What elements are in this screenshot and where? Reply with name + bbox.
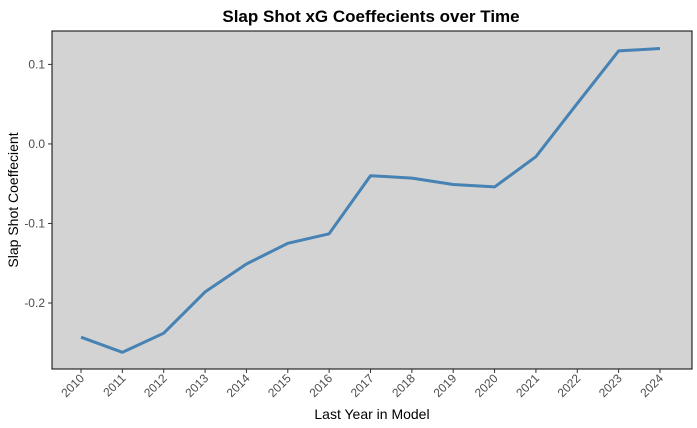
y-tick-label: -0.2	[24, 296, 45, 310]
x-tick-label: 2019	[431, 371, 460, 400]
x-tick-label: 2021	[513, 371, 542, 400]
x-tick-label: 2013	[182, 371, 211, 400]
y-axis-label: Slap Shot Coeffecient	[5, 132, 21, 267]
x-tick-label: 2015	[265, 371, 294, 400]
series-line	[80, 47, 661, 354]
x-tick-label: 2014	[224, 371, 253, 400]
series-layer	[80, 47, 661, 354]
y-tick-label: 0.1	[28, 57, 45, 71]
x-tick-label: 2022	[555, 371, 584, 400]
y-axis: 0.1 0.0 -0.1 -0.2	[24, 57, 52, 310]
x-tick-label: 2011	[100, 371, 128, 399]
x-tick-label: 2020	[472, 371, 501, 400]
x-axis: 2010 2011 2012 2013 2014 2015 2016 2017 2018 2019…	[58, 369, 666, 400]
x-axis-label: Last Year in Model	[314, 406, 429, 422]
x-tick-label: 2017	[348, 371, 377, 400]
x-tick-label: 2018	[389, 371, 418, 400]
x-tick-label: 2024	[637, 371, 666, 400]
x-tick-label: 2016	[306, 371, 335, 400]
x-tick-label: 2010	[58, 371, 87, 400]
chart-title: Slap Shot xG Coeffecients over Time	[222, 7, 519, 26]
plot-panel	[51, 30, 693, 370]
y-tick-label: -0.1	[24, 216, 45, 230]
x-tick-label: 2023	[596, 371, 625, 400]
x-tick-label: 2012	[141, 371, 170, 400]
y-tick-label: 0.0	[28, 137, 45, 151]
